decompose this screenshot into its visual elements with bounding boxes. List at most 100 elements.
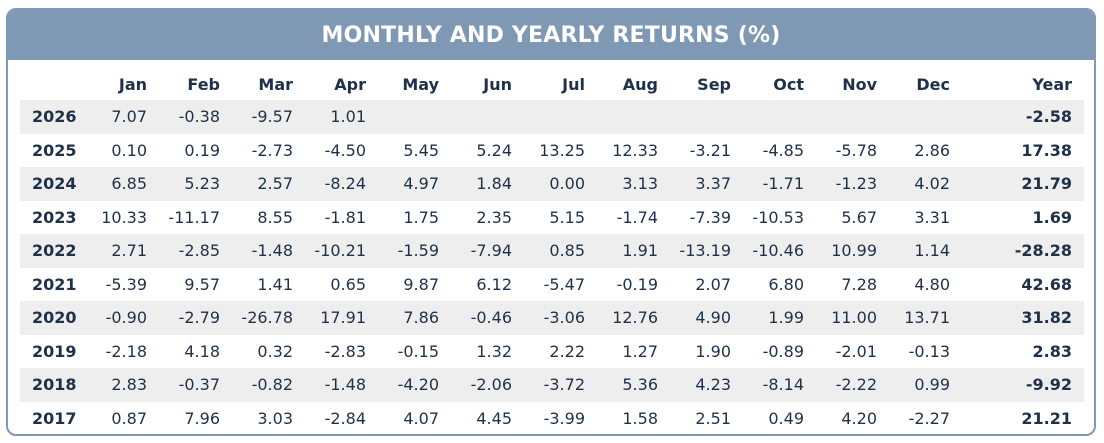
monthly-return-cell: 2.83 [86, 368, 159, 402]
monthly-return-cell: -13.19 [670, 234, 743, 268]
monthly-return-cell: -1.48 [305, 368, 378, 402]
monthly-return-cell [597, 100, 670, 134]
row-year-label: 2019 [20, 334, 86, 368]
monthly-return-cell: 4.23 [670, 368, 743, 402]
monthly-return-cell: -26.78 [232, 301, 305, 335]
monthly-return-cell: 10.33 [86, 200, 159, 234]
monthly-return-cell: 4.45 [451, 401, 524, 434]
monthly-return-cell: -10.53 [743, 200, 816, 234]
monthly-return-cell: 1.58 [597, 401, 670, 434]
monthly-return-cell: 2.35 [451, 200, 524, 234]
monthly-return-cell: 5.24 [451, 133, 524, 167]
monthly-return-cell: 5.15 [524, 200, 597, 234]
monthly-return-cell: 6.12 [451, 267, 524, 301]
monthly-return-cell: -2.18 [86, 334, 159, 368]
monthly-return-cell: 5.67 [816, 200, 889, 234]
table-row: 2023 10.33 -11.17 8.55 -1.81 1.75 2.35 5.15 -1.7… [20, 200, 1084, 234]
monthly-return-cell: -11.17 [159, 200, 232, 234]
monthly-return-cell: 0.87 [86, 401, 159, 434]
monthly-return-cell: 4.07 [378, 401, 451, 434]
column-header: Sep [697, 74, 731, 94]
monthly-return-cell: -1.74 [597, 200, 670, 234]
table-row: 2017 0.87 7.96 3.03 -2.84 4.07 4.45 -3.99 1.58 2.… [20, 401, 1084, 434]
table-row: 2020 -0.90 -2.79 -26.78 17.91 7.86 -0.46 -3.06 1… [20, 301, 1084, 335]
monthly-return-cell: 5.45 [378, 133, 451, 167]
monthly-return-cell: -0.19 [597, 267, 670, 301]
column-header: Oct [773, 74, 804, 94]
column-header: Year [1032, 74, 1072, 94]
monthly-return-cell: 6.80 [743, 267, 816, 301]
yearly-return-cell: 42.68 [962, 267, 1084, 301]
row-year-label: 2026 [20, 100, 86, 134]
monthly-return-cell: -1.23 [816, 167, 889, 201]
monthly-return-cell: 12.76 [597, 301, 670, 335]
monthly-return-cell: 1.41 [232, 267, 305, 301]
monthly-return-cell: 2.71 [86, 234, 159, 268]
monthly-return-cell: 5.23 [159, 167, 232, 201]
monthly-return-cell: -2.27 [889, 401, 962, 434]
column-header: Apr [334, 74, 366, 94]
monthly-return-cell: 0.10 [86, 133, 159, 167]
monthly-return-cell: 1.90 [670, 334, 743, 368]
monthly-return-cell: 6.85 [86, 167, 159, 201]
monthly-return-cell: 4.90 [670, 301, 743, 335]
row-year-label: 2017 [20, 401, 86, 434]
monthly-return-cell: 4.02 [889, 167, 962, 201]
monthly-return-cell [378, 100, 451, 134]
row-year-label: 2021 [20, 267, 86, 301]
monthly-return-cell: -0.89 [743, 334, 816, 368]
monthly-return-cell: -0.37 [159, 368, 232, 402]
table-row: 2022 2.71 -2.85 -1.48 -10.21 -1.59 -7.94 0.85 1.… [20, 234, 1084, 268]
monthly-return-cell [670, 100, 743, 134]
monthly-return-cell: -1.59 [378, 234, 451, 268]
monthly-return-cell: 1.91 [597, 234, 670, 268]
monthly-return-cell: 3.13 [597, 167, 670, 201]
monthly-return-cell: 13.25 [524, 133, 597, 167]
monthly-return-cell: 2.57 [232, 167, 305, 201]
monthly-return-cell: -0.13 [889, 334, 962, 368]
monthly-return-cell: 1.32 [451, 334, 524, 368]
monthly-return-cell: 1.99 [743, 301, 816, 335]
monthly-return-cell: -4.20 [378, 368, 451, 402]
yearly-return-cell: 1.69 [962, 200, 1084, 234]
column-header: Jul [562, 74, 585, 94]
monthly-return-cell: -3.72 [524, 368, 597, 402]
returns-panel: MONTHLY AND YEARLY RETURNS (%) Jan Feb M… [6, 8, 1096, 436]
returns-body: 2026 7.07 -0.38 -9.57 1.01 -2.58 2025 0.10 0.19-… [20, 100, 1084, 434]
monthly-return-cell: 3.31 [889, 200, 962, 234]
yearly-return-cell: 2.83 [962, 334, 1084, 368]
yearly-return-cell: -2.58 [962, 100, 1084, 134]
monthly-return-cell: -3.21 [670, 133, 743, 167]
monthly-return-cell: 4.80 [889, 267, 962, 301]
monthly-return-cell: -8.14 [743, 368, 816, 402]
monthly-return-cell: 7.96 [159, 401, 232, 434]
monthly-return-cell: -4.50 [305, 133, 378, 167]
monthly-return-cell: -5.78 [816, 133, 889, 167]
monthly-return-cell: -7.94 [451, 234, 524, 268]
monthly-return-cell: 0.99 [889, 368, 962, 402]
monthly-return-cell: 1.27 [597, 334, 670, 368]
monthly-return-cell: 4.18 [159, 334, 232, 368]
table-title: MONTHLY AND YEARLY RETURNS (%) [8, 10, 1094, 60]
monthly-return-cell: 8.55 [232, 200, 305, 234]
monthly-return-cell: 2.22 [524, 334, 597, 368]
row-year-label: 2018 [20, 368, 86, 402]
table-row: 2024 6.85 5.23 2.57 -8.24 4.97 1.84 0.00 3.13 3.3… [20, 167, 1084, 201]
monthly-return-cell: 17.91 [305, 301, 378, 335]
table-row: 2025 0.10 0.19 -2.73 -4.50 5.45 5.24 13.25 12.33… [20, 133, 1084, 167]
column-header: Jun [483, 74, 512, 94]
yearly-return-cell: 21.21 [962, 401, 1084, 434]
monthly-return-cell [743, 100, 816, 134]
monthly-return-cell: -2.84 [305, 401, 378, 434]
monthly-return-cell: -2.22 [816, 368, 889, 402]
monthly-return-cell: 5.36 [597, 368, 670, 402]
table-row: 2026 7.07 -0.38 -9.57 1.01 -2.58 [20, 100, 1084, 134]
column-header: Nov [842, 74, 877, 94]
monthly-return-cell: 7.07 [86, 100, 159, 134]
monthly-return-cell: -10.21 [305, 234, 378, 268]
monthly-return-cell: -2.73 [232, 133, 305, 167]
returns-table: Jan Feb Mar Apr May Jun Jul Aug Sep Oct … [20, 68, 1084, 434]
header-row: Jan Feb Mar Apr May Jun Jul Aug Sep Oct … [20, 68, 1084, 100]
monthly-return-cell: -10.46 [743, 234, 816, 268]
column-header: Dec [916, 74, 950, 94]
